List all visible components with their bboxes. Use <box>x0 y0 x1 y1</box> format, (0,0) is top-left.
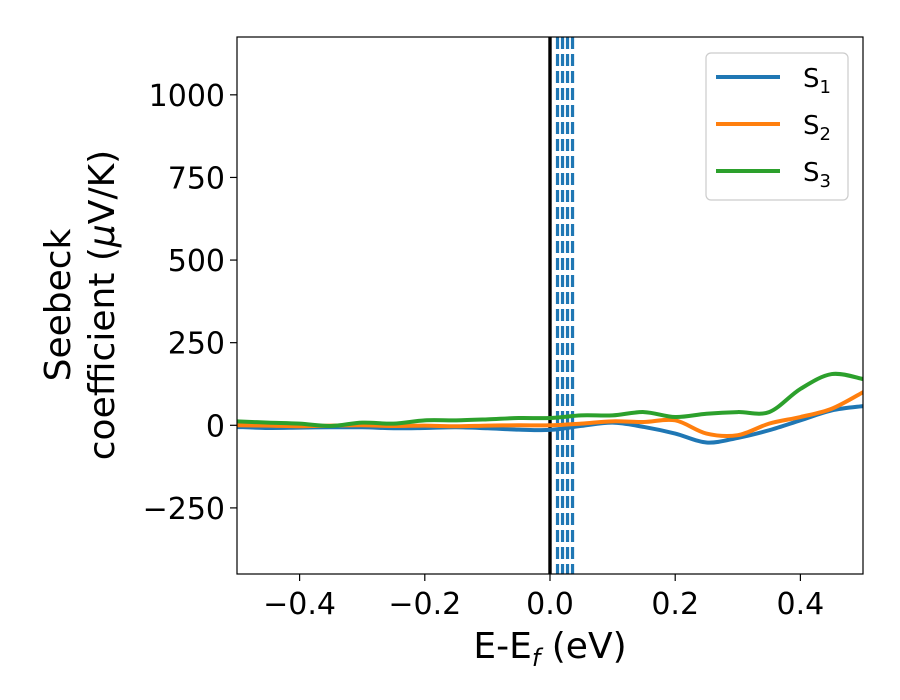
y-tick-label: 0 <box>206 409 225 444</box>
legend-label-s1: S1 <box>803 64 831 98</box>
y-tick-label: −250 <box>143 492 225 527</box>
y-axis-title-line2: coefficient (μV/K) <box>82 150 123 460</box>
legend-label-s1-main: S <box>803 64 820 94</box>
y-tick-label: 500 <box>168 244 225 279</box>
x-tick-label: −0.2 <box>388 587 461 622</box>
x-axis: −0.4 −0.2 0.0 0.2 0.4 <box>263 574 824 622</box>
legend-label-s2-main: S <box>803 111 820 141</box>
x-tick-label: 0.2 <box>651 587 699 622</box>
y-tick-label: 250 <box>168 327 225 362</box>
y-axis-title-mu: μ <box>82 224 123 248</box>
x-tick-label: −0.4 <box>263 587 336 622</box>
x-axis-title-main: E-E <box>473 626 531 667</box>
legend: S1 S2 S3 <box>705 52 849 201</box>
x-tick-label: 0.4 <box>777 587 825 622</box>
series-line-s3 <box>237 371 863 428</box>
y-axis-title-prefix: coefficient ( <box>82 247 123 460</box>
y-tick-label: 750 <box>168 161 225 196</box>
legend-label-s3: S3 <box>803 158 831 192</box>
x-axis-title: E-Ef (eV) <box>473 626 626 672</box>
legend-label-s3-sub: 3 <box>820 171 831 192</box>
legend-label-s2: S2 <box>803 111 831 145</box>
series-lines <box>237 371 863 445</box>
y-axis: −250 0 250 500 750 1000 <box>143 79 237 527</box>
legend-label-s1-sub: 1 <box>820 77 831 98</box>
y-axis-title: Seebeck coefficient (μV/K) <box>38 150 123 460</box>
y-axis-title-suffix: V/K) <box>82 150 123 224</box>
legend-label-s3-main: S <box>803 158 820 188</box>
legend-box <box>705 52 849 201</box>
reference-lines <box>548 37 575 574</box>
x-axis-title-unit: (eV) <box>540 626 626 667</box>
y-tick-label: 1000 <box>149 79 225 114</box>
x-tick-label: 0.0 <box>526 587 574 622</box>
y-axis-title-line1: Seebeck <box>38 228 79 381</box>
legend-label-s2-sub: 2 <box>820 124 831 145</box>
